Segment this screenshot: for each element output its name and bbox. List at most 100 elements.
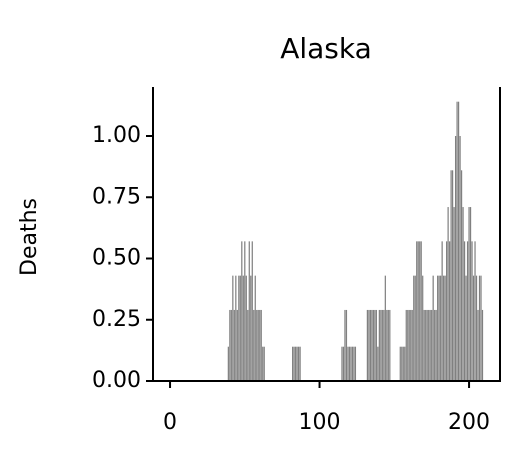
bar <box>384 275 386 381</box>
bar <box>233 309 235 381</box>
bar <box>453 207 455 381</box>
bar <box>386 309 388 381</box>
x-tick-label: 0 <box>163 410 177 435</box>
bar <box>402 346 404 381</box>
bar <box>475 275 478 381</box>
bar <box>251 241 253 381</box>
bar <box>347 346 349 381</box>
bar <box>469 207 472 381</box>
bar <box>242 275 244 381</box>
bar <box>446 241 448 381</box>
bar <box>383 309 385 381</box>
bar <box>227 346 229 381</box>
bar <box>417 241 419 381</box>
bar <box>344 309 346 381</box>
bar <box>250 275 252 381</box>
bar <box>353 346 355 381</box>
bar <box>432 275 434 381</box>
y-tick-label: 0.50 <box>92 246 141 271</box>
bar <box>434 309 436 381</box>
bar <box>438 275 440 381</box>
bar <box>236 309 238 381</box>
bar <box>423 309 425 381</box>
x-tick-label: 200 <box>448 410 490 435</box>
bar <box>348 346 351 381</box>
bar <box>472 275 475 381</box>
bar <box>411 309 413 381</box>
bar <box>293 346 295 381</box>
bar <box>298 346 300 381</box>
bar <box>387 309 389 381</box>
bar <box>435 309 437 381</box>
bar <box>478 275 481 381</box>
y-tick-label: 0.75 <box>92 184 141 209</box>
bar <box>444 275 446 381</box>
bar <box>296 346 298 381</box>
bar <box>405 309 407 381</box>
bar <box>454 136 457 381</box>
bar <box>459 136 461 381</box>
bar <box>466 241 469 381</box>
bar <box>407 309 409 381</box>
bar <box>419 241 421 381</box>
bar <box>477 309 479 381</box>
bar <box>471 241 473 381</box>
bar <box>449 241 451 381</box>
bar <box>378 309 380 381</box>
y-tick-label: 1.00 <box>92 123 141 148</box>
bar <box>428 309 430 381</box>
bar <box>429 309 431 381</box>
bar <box>425 309 427 381</box>
bar <box>426 309 428 381</box>
bar <box>230 309 232 381</box>
bar <box>239 275 241 381</box>
bar <box>351 346 354 381</box>
bar <box>437 275 439 381</box>
bar <box>457 101 460 381</box>
bar <box>374 309 376 381</box>
bar <box>377 346 379 381</box>
bar <box>422 275 424 381</box>
bar <box>244 241 246 381</box>
y-tick-label: 0.25 <box>92 307 141 332</box>
bar <box>232 275 234 381</box>
bar <box>366 309 369 381</box>
bar <box>401 346 403 381</box>
bar <box>369 309 371 381</box>
bar <box>460 170 463 381</box>
bar <box>295 346 297 381</box>
bar <box>263 346 265 381</box>
bar <box>456 101 458 381</box>
bar <box>238 275 240 381</box>
bar <box>247 309 249 381</box>
bar <box>368 309 370 381</box>
bar <box>404 346 406 381</box>
bar <box>408 309 410 381</box>
bar <box>410 309 412 381</box>
bar <box>257 309 259 381</box>
bar <box>420 241 422 381</box>
bar <box>341 346 343 381</box>
bar <box>372 309 374 381</box>
bar <box>474 241 476 381</box>
bar <box>262 346 264 381</box>
bar <box>440 275 442 381</box>
bar <box>241 241 243 381</box>
bar <box>441 241 443 381</box>
bar <box>431 309 433 381</box>
bar <box>447 207 449 381</box>
bar <box>465 275 467 381</box>
bar <box>371 309 373 381</box>
bar <box>260 309 262 381</box>
bar <box>468 207 470 381</box>
bar <box>259 309 261 381</box>
bar <box>399 346 401 381</box>
bar <box>463 241 466 381</box>
bar <box>245 275 247 381</box>
bar <box>413 275 415 381</box>
bar <box>235 275 237 381</box>
bar <box>450 170 452 381</box>
bar <box>443 275 445 381</box>
bar <box>345 309 348 381</box>
